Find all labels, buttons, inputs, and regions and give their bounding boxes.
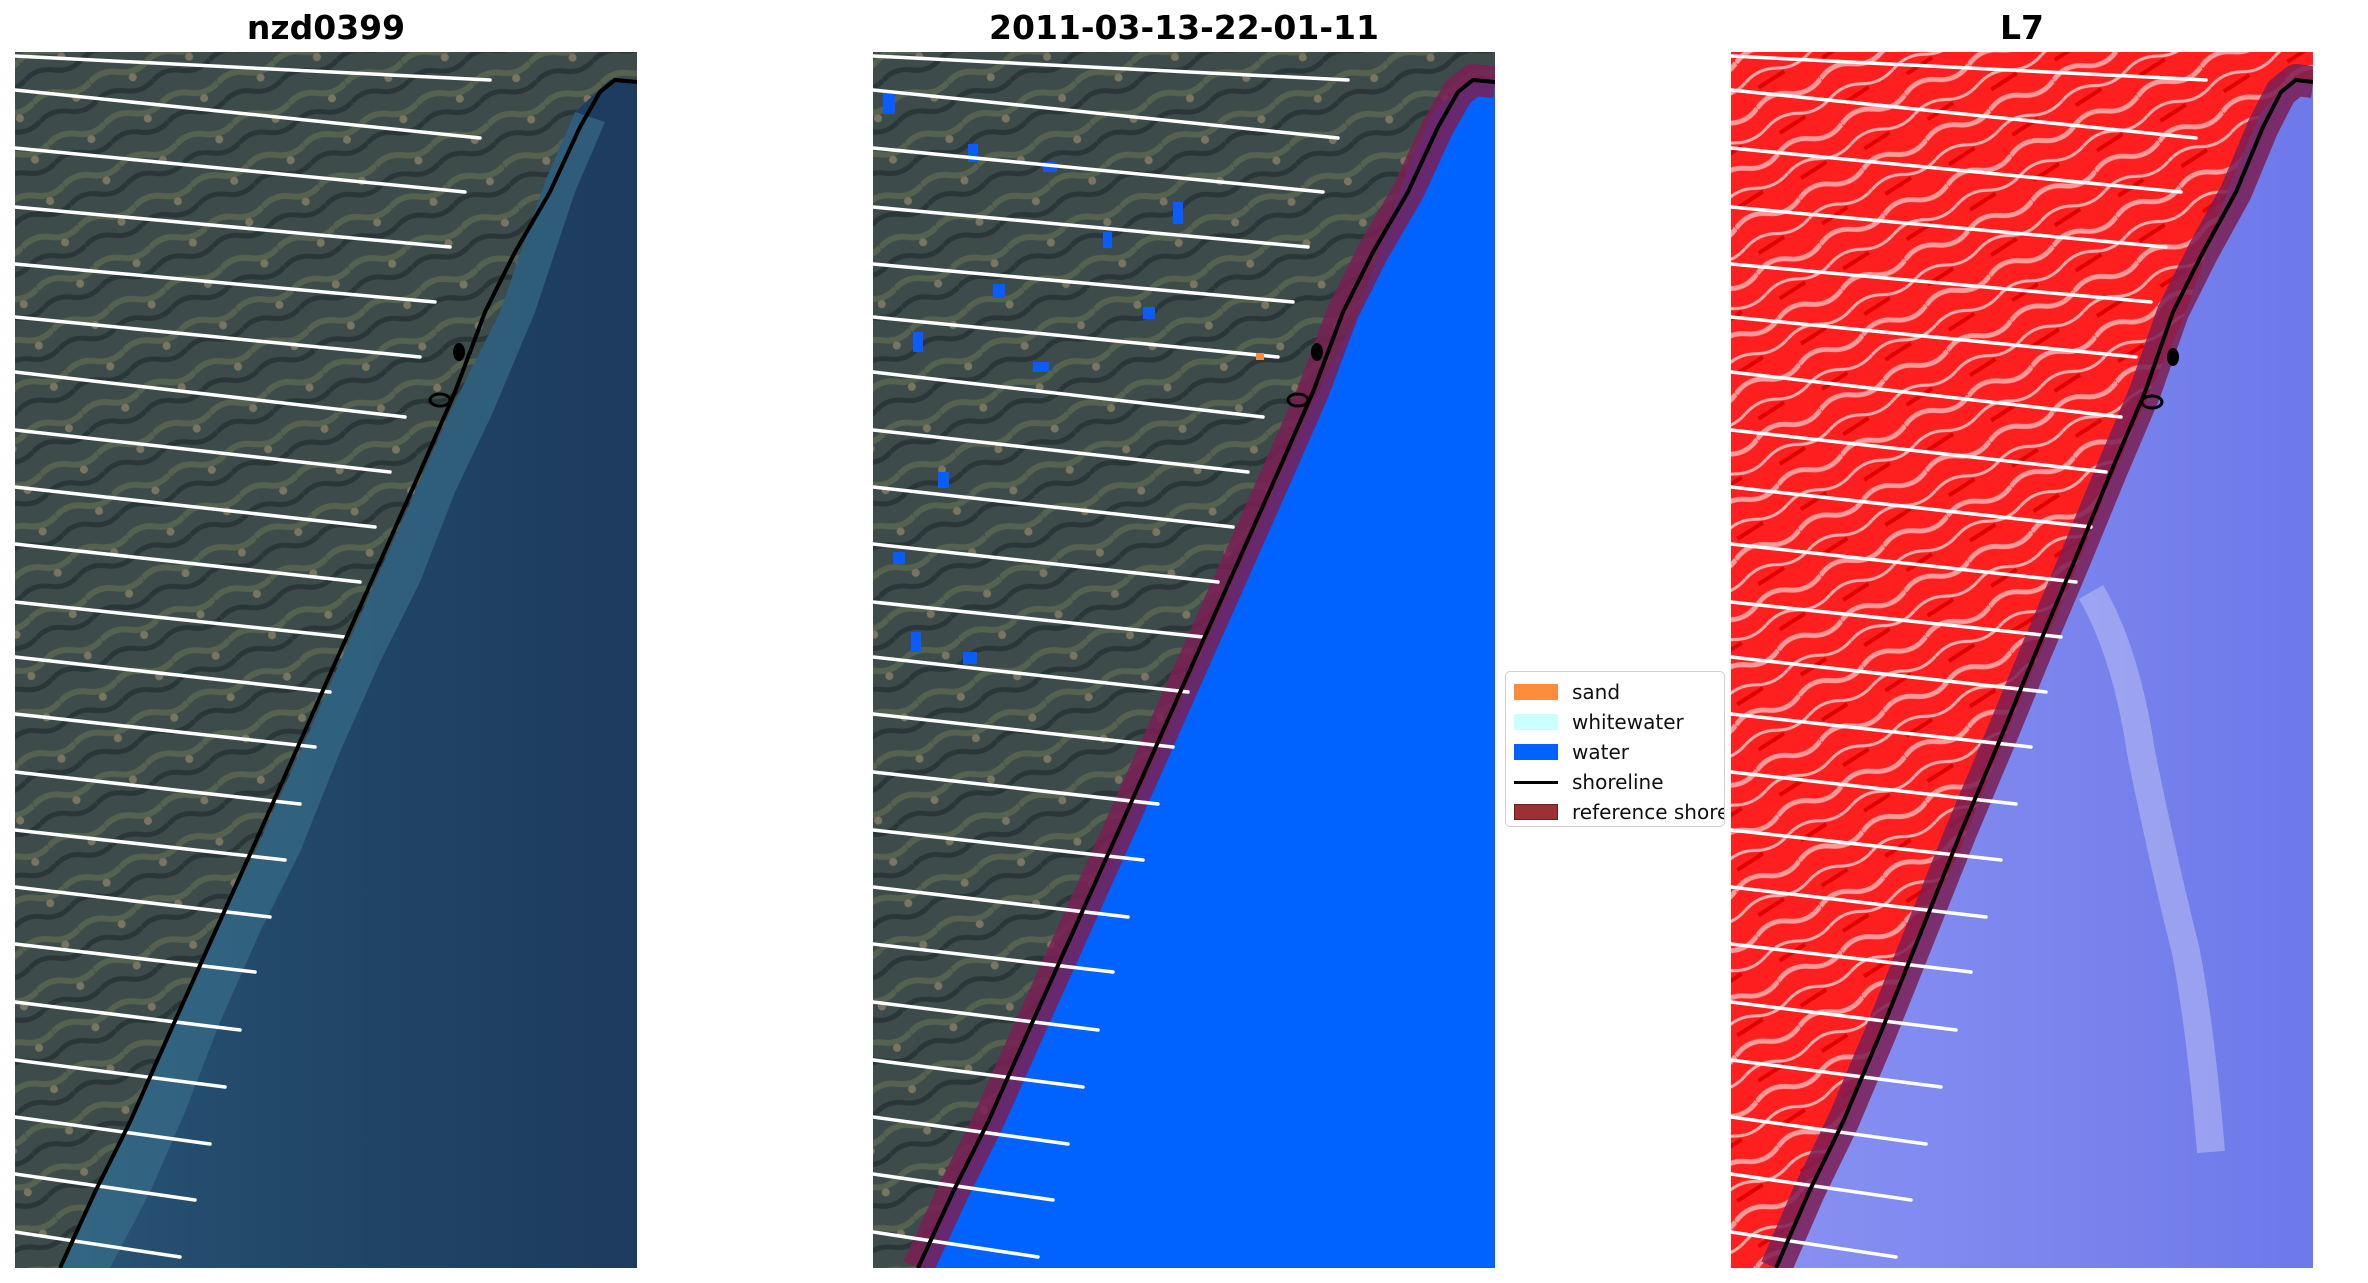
shoreline-trace (1774, 77, 2313, 1268)
nearshore-turbid-water (60, 112, 605, 1268)
shoreline-loop (428, 392, 452, 408)
legend-item-shoreline: shoreline (1506, 766, 1724, 796)
land (15, 52, 637, 1268)
legend-item-reference-shoreline-buffer: reference shoreline buffer (1506, 796, 1724, 826)
legend: sand whitewater water shoreline referenc… (1505, 671, 1725, 827)
legend-label: whitewater (1572, 710, 1684, 734)
index-plume (2078, 584, 2225, 1154)
reference-buffer-swatch (1514, 804, 1558, 820)
legend-label: reference shoreline buffer (1572, 800, 1724, 824)
panel-title-satellite-image: nzd0399 (246, 8, 406, 47)
transects (1731, 54, 2208, 1259)
inland-water-patches (883, 92, 1183, 664)
whitewater-swatch (1514, 714, 1558, 730)
legend-label: sand (1572, 680, 1621, 704)
legend-label: shoreline (1572, 770, 1664, 794)
satellite-image-panel (15, 52, 637, 1268)
shoreline-trace (916, 77, 1495, 1268)
shoreline-blob (453, 343, 465, 361)
panel-title-classification: 2011-03-13-22-01-11 (989, 8, 1379, 47)
legend-label: water (1572, 740, 1629, 764)
index-panel (1731, 52, 2313, 1268)
classification-panel (873, 52, 1495, 1268)
transects (15, 54, 492, 1259)
panel-title-index: L7 (2000, 8, 2044, 47)
shoreline-loop (1286, 392, 1310, 408)
shoreline-blob (2167, 348, 2179, 366)
shoreline-line-swatch (1514, 781, 1558, 784)
legend-item-sand: sand (1506, 676, 1724, 706)
shoreline-blob (1311, 343, 1323, 361)
water-swatch (1514, 744, 1558, 760)
legend-item-whitewater: whitewater (1506, 706, 1724, 736)
sand-swatch (1514, 684, 1558, 700)
sand-patch (1256, 353, 1264, 360)
transects (873, 54, 1350, 1259)
shoreline-loop (2140, 394, 2164, 410)
shoreline-trace (58, 77, 637, 1268)
legend-item-water: water (1506, 736, 1724, 766)
